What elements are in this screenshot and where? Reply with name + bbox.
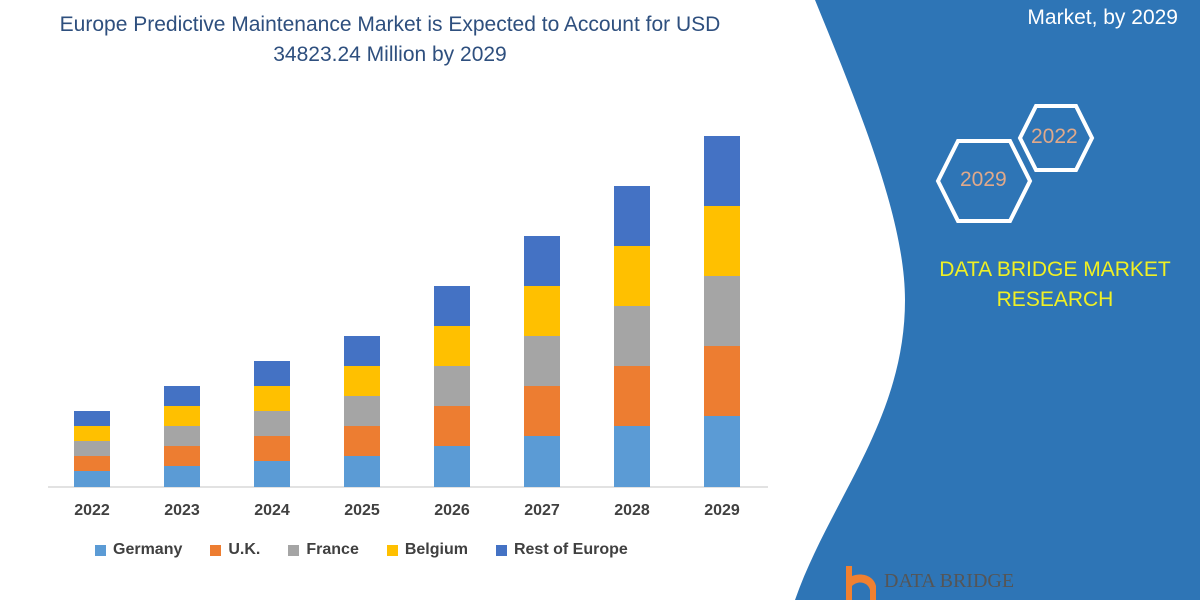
- legend-label: France: [306, 541, 359, 558]
- bar-2024-u-k-: [254, 436, 290, 461]
- bar-2024-belgium: [254, 386, 290, 411]
- bar-2022-belgium: [74, 426, 110, 441]
- legend-swatch: [288, 544, 300, 556]
- bar-2026-france: [434, 366, 470, 406]
- legend-label: Belgium: [404, 541, 468, 558]
- bar-2026-belgium: [434, 326, 470, 366]
- legend-item: France: [288, 541, 359, 559]
- bar-2025-rest-of-europe: [344, 336, 380, 366]
- legend-item: Germany: [95, 541, 182, 559]
- bar-2025-belgium: [344, 366, 380, 396]
- legend-item: Rest of Europe: [495, 541, 628, 559]
- bar-2022-u-k-: [74, 456, 110, 471]
- bar-2023-germany: [164, 466, 200, 487]
- bar-2027-belgium: [524, 286, 560, 336]
- legend-label: Germany: [113, 541, 183, 558]
- bar-2028-belgium: [614, 246, 650, 306]
- hexagon-2022: [1017, 104, 1095, 172]
- bar-2026-rest-of-europe: [434, 286, 470, 326]
- bar-2029-belgium: [704, 206, 740, 276]
- legend-item: U.K.: [210, 541, 260, 559]
- bar-2029-rest-of-europe: [704, 136, 740, 206]
- x-tick-label: 2024: [254, 502, 290, 519]
- bar-2024-france: [254, 411, 290, 436]
- chart-title: Europe Predictive Maintenance Market is …: [59, 13, 721, 66]
- legend-label: U.K.: [228, 541, 261, 558]
- bar-2028-u-k-: [614, 366, 650, 426]
- bar-2027-germany: [524, 436, 560, 487]
- x-tick-label: 2029: [704, 502, 740, 519]
- bar-2025-u-k-: [344, 426, 380, 456]
- side-panel-title: Market, by 2029: [1027, 6, 1178, 29]
- legend-swatch: [495, 544, 507, 556]
- x-tick-label: 2025: [344, 502, 380, 519]
- bar-2023-belgium: [164, 406, 200, 426]
- x-tick-label: 2023: [164, 502, 200, 519]
- bar-2027-france: [524, 336, 560, 386]
- bar-2027-u-k-: [524, 386, 560, 436]
- bar-2023-france: [164, 426, 200, 446]
- bar-2029-u-k-: [704, 346, 740, 416]
- legend-item: Belgium: [386, 541, 468, 559]
- logo-text: DATA BRIDGE: [884, 570, 1015, 592]
- bar-2024-rest-of-europe: [254, 361, 290, 386]
- bar-2029-germany: [704, 416, 740, 487]
- bar-2026-u-k-: [434, 406, 470, 446]
- legend: Germany U.K. France Belgium Rest of Europe: [95, 541, 656, 559]
- legend-swatch: [210, 544, 222, 556]
- bar-2025-france: [344, 396, 380, 426]
- x-tick-label: 2028: [614, 502, 650, 519]
- bar-2025-germany: [344, 456, 380, 487]
- bar-2022-rest-of-europe: [74, 411, 110, 426]
- hex-year-2022: 2022: [1031, 125, 1078, 148]
- legend-swatch: [95, 544, 106, 556]
- bar-2027-rest-of-europe: [524, 236, 560, 286]
- bar-2029-france: [704, 276, 740, 346]
- bar-2028-germany: [614, 426, 650, 487]
- hexagon-2029: [935, 139, 1033, 223]
- bar-2028-rest-of-europe: [614, 186, 650, 246]
- brand-text: DATA BRIDGE MARKET RESEARCH: [939, 258, 1171, 311]
- bar-2026-germany: [434, 446, 470, 487]
- bar-2023-u-k-: [164, 446, 200, 466]
- x-tick-label: 2026: [434, 502, 470, 519]
- logo-icon: [846, 566, 876, 600]
- bar-2022-france: [74, 441, 110, 456]
- hex-year-2029: 2029: [960, 168, 1007, 191]
- bar-2028-france: [614, 306, 650, 366]
- blue-side-panel: [795, 0, 1200, 600]
- legend-swatch: [386, 544, 398, 556]
- x-tick-label: 2027: [524, 502, 560, 519]
- bar-2022-germany: [74, 471, 110, 487]
- bars: [74, 136, 740, 487]
- x-tick-label: 2022: [74, 502, 110, 519]
- legend-label: Rest of Europe: [513, 541, 628, 558]
- bar-2024-germany: [254, 461, 290, 487]
- bar-2023-rest-of-europe: [164, 386, 200, 406]
